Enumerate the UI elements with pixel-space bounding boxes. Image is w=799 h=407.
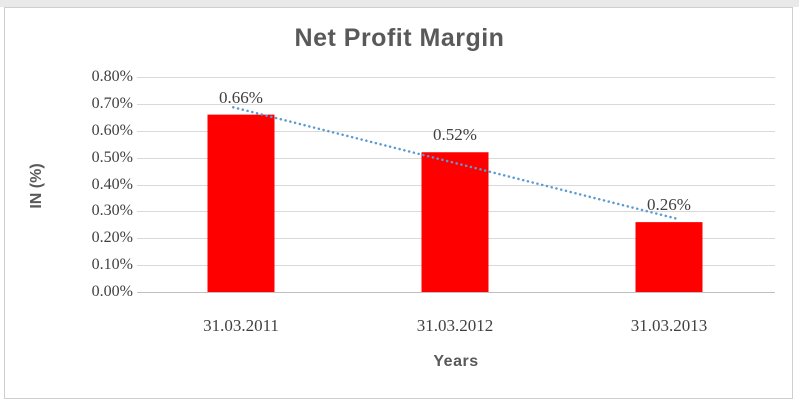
x-category-label: 31.03.2012: [416, 316, 494, 335]
y-tick-label: 0.10%: [91, 256, 133, 273]
y-tick-label: 0.20%: [91, 229, 133, 246]
data-label: 0.26%: [647, 195, 691, 215]
y-tick-label: 0.00%: [91, 283, 133, 300]
x-axis-title: Years: [433, 353, 479, 370]
data-label: 0.52%: [433, 125, 477, 145]
top-window-strip: [0, 0, 799, 7]
y-tick-label: 0.80%: [91, 68, 133, 85]
y-tick-label: 0.40%: [91, 176, 133, 193]
y-tick-label: 0.70%: [91, 95, 133, 112]
chart-title: Net Profit Margin: [294, 24, 505, 52]
data-label: 0.66%: [219, 87, 263, 107]
x-category-label: 31.03.2013: [630, 316, 708, 335]
x-category-label: 31.03.2011: [203, 316, 279, 335]
y-tick-label: 0.30%: [91, 202, 133, 219]
y-tick-label: 0.50%: [91, 149, 133, 166]
y-tick-label: 0.60%: [91, 122, 133, 139]
